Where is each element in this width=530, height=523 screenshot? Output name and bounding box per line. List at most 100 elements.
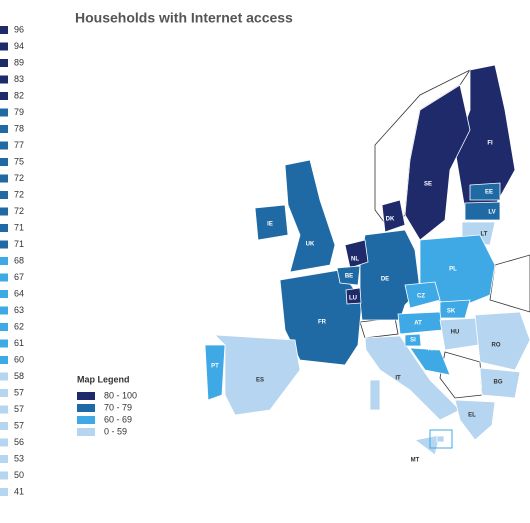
- country-label: RO: [492, 343, 501, 349]
- country-shape: [345, 287, 362, 305]
- ranking-swatch: [0, 257, 8, 265]
- country-label: BG: [494, 380, 503, 386]
- legend-label: 60 - 69: [104, 414, 132, 424]
- ranking-value: 41: [14, 486, 24, 496]
- ranking-swatch: [0, 240, 8, 249]
- country-shape: [404, 333, 422, 347]
- ranking-value: 94: [14, 41, 24, 51]
- ranking-swatch: [0, 323, 8, 331]
- ranking-value: 58: [14, 371, 24, 381]
- country-shape: [479, 367, 521, 399]
- country-shape: [404, 281, 441, 309]
- legend-title: Map Legend: [77, 374, 130, 384]
- ranking-value: 72: [14, 189, 24, 199]
- ranking-swatch: [0, 372, 8, 381]
- ranking-swatch: [0, 158, 8, 166]
- ranking-swatch: [0, 207, 8, 216]
- ranking-value: 62: [14, 321, 24, 331]
- country-shape: [474, 311, 530, 371]
- ranking-value: 96: [14, 24, 24, 34]
- country-shape: [454, 399, 496, 441]
- country: LV: [464, 201, 501, 221]
- country: AT: [397, 311, 443, 335]
- country-shape: [359, 229, 421, 321]
- countries: FR ES PT IT FI SE EE LV LT DK IE UK DE N…: [204, 64, 530, 464]
- legend-label: 0 - 59: [104, 426, 127, 436]
- country-label: EL: [468, 413, 476, 419]
- ranking-value: 71: [14, 222, 24, 232]
- ranking-swatch: [0, 488, 8, 496]
- ranking-swatch: [0, 141, 8, 150]
- ranking-swatch: [0, 174, 8, 183]
- country-label: SK: [447, 309, 456, 315]
- country: SK: [439, 299, 471, 319]
- non-eu-land: [489, 254, 530, 313]
- country-label: ES: [256, 378, 264, 384]
- country-label: IT: [395, 376, 401, 382]
- country: HR: [409, 347, 451, 376]
- ranking-swatch: [0, 26, 8, 34]
- country-label: NL: [351, 257, 359, 263]
- legend-label: 70 - 79: [104, 402, 132, 412]
- country: EE: [469, 182, 501, 201]
- country-label: AT: [414, 321, 422, 327]
- ranking-swatch: [0, 339, 8, 348]
- ranking-value: 79: [14, 107, 24, 117]
- country-shape: [204, 344, 226, 401]
- legend-swatch: [77, 392, 95, 400]
- country-label: BE: [345, 274, 353, 280]
- country: DK: [381, 199, 406, 233]
- ranking-value: 50: [14, 470, 24, 480]
- non-eu-land: [359, 317, 399, 339]
- ranking-swatch: [0, 455, 8, 463]
- ranking-value: 64: [14, 288, 24, 298]
- country: PT: [204, 344, 226, 401]
- ranking-value: 57: [14, 387, 24, 397]
- country: HU: [439, 317, 481, 351]
- ranking-list: 96 94 89 83 82 79 78 77 75 72 72 72 71 71 68 67 64 63 62 61…: [0, 24, 24, 496]
- country-shape: [464, 201, 501, 221]
- country: SI: [404, 333, 422, 347]
- ranking-value: 57: [14, 404, 24, 414]
- country: CZ: [404, 281, 441, 309]
- country-shape: [336, 265, 361, 286]
- ranking-value: 63: [14, 305, 24, 315]
- ranking-value: 83: [14, 74, 24, 84]
- non-eu-land: [439, 351, 483, 399]
- country: BE: [336, 265, 361, 286]
- ranking-value: 61: [14, 338, 24, 348]
- country-label: DE: [381, 277, 389, 283]
- ranking-value: 56: [14, 437, 24, 447]
- ranking-swatch: [0, 75, 8, 84]
- country-label: CZ: [417, 294, 425, 300]
- country-shape: [436, 435, 445, 443]
- ranking-value: 53: [14, 453, 24, 463]
- inset-box: [429, 429, 453, 449]
- country-shape: [284, 159, 336, 273]
- legend-swatch: [77, 428, 95, 436]
- ranking-swatch: [0, 405, 8, 414]
- ranking-swatch: [0, 224, 8, 232]
- country: BG: [479, 367, 521, 399]
- country-shape: [213, 334, 301, 416]
- country-shape: [344, 239, 369, 269]
- legend: 80 - 100 70 - 79 60 - 69 0 - 59: [77, 390, 137, 436]
- ranking-swatch: [0, 191, 8, 199]
- ranking-swatch: [0, 306, 8, 315]
- country-label: SE: [424, 182, 432, 188]
- ranking-value: 68: [14, 255, 24, 265]
- country-shape: [409, 347, 451, 376]
- country: EL: [454, 399, 496, 441]
- country-label: EE: [485, 190, 493, 196]
- ranking-value: 82: [14, 90, 24, 100]
- ranking-swatch: [0, 356, 8, 364]
- country-label: LU: [349, 296, 357, 302]
- country: RO: [474, 311, 530, 371]
- country: IE: [254, 204, 289, 241]
- ranking-swatch: [0, 92, 8, 100]
- country: NL: [344, 239, 369, 269]
- ranking-swatch: [0, 438, 8, 447]
- ranking-swatch: [0, 59, 8, 67]
- country-label: FI: [487, 141, 493, 147]
